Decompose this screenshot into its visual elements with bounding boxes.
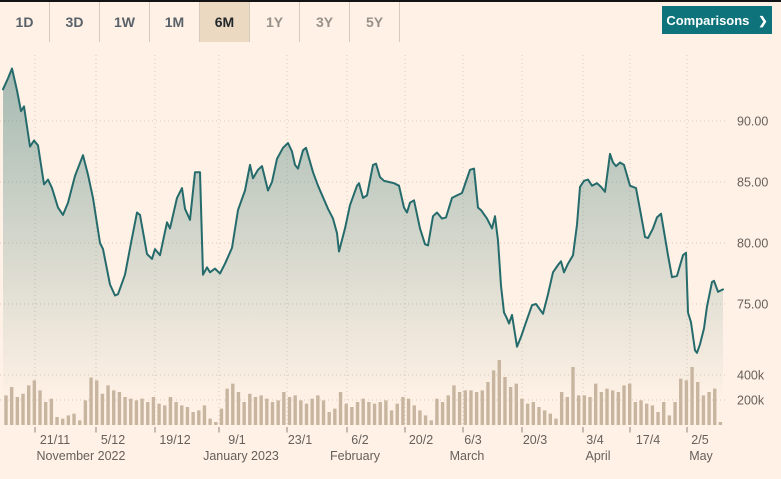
- month-label: March: [450, 449, 485, 463]
- top-border: [0, 0, 781, 2]
- date-tick-label: 5/12: [101, 433, 125, 447]
- month-label: November 2022: [37, 449, 126, 463]
- date-tick-label: 19/12: [159, 433, 190, 447]
- tab-3d[interactable]: 3D: [50, 2, 100, 42]
- month-label: April: [585, 449, 610, 463]
- price-line: [2, 67, 724, 354]
- date-tick-label: 9/1: [228, 433, 245, 447]
- date-tick-label: 23/1: [288, 433, 312, 447]
- comparisons-label: Comparisons: [666, 12, 750, 28]
- date-tick-label: 20/2: [409, 433, 433, 447]
- date-tick-label: 3/4: [586, 433, 603, 447]
- price-axis-label: 75.00: [737, 298, 768, 312]
- date-tick-label: 6/3: [464, 433, 481, 447]
- tab-1y[interactable]: 1Y: [250, 2, 300, 42]
- tab-5y[interactable]: 5Y: [350, 2, 400, 42]
- tab-1d[interactable]: 1D: [0, 2, 50, 42]
- date-tick-label: 6/2: [351, 433, 368, 447]
- price-axis-label: 80.00: [737, 237, 768, 251]
- price-area-fill: [3, 68, 723, 425]
- month-label: February: [330, 449, 381, 463]
- date-tick-label: 21/11: [40, 433, 70, 447]
- axis-labels: 90.00 85.00 80.00 75.00 400k 200k 21/11 5/12 19/…: [34, 115, 768, 463]
- volume-bars: [4, 360, 723, 426]
- tab-1w[interactable]: 1W: [100, 2, 150, 42]
- date-tick-label: 17/4: [636, 433, 660, 447]
- tab-1m[interactable]: 1M: [150, 2, 200, 42]
- volume-axis-label: 400k: [737, 369, 765, 383]
- time-range-tabs: 1D 3D 1W 1M 6M 1Y 3Y 5Y: [0, 2, 400, 42]
- month-label: May: [689, 449, 713, 463]
- tab-3y[interactable]: 3Y: [300, 2, 350, 42]
- month-label: January 2023: [203, 449, 279, 463]
- comparisons-button[interactable]: Comparisons ❯: [662, 6, 772, 34]
- date-tick-label: 20/3: [523, 433, 547, 447]
- price-axis-label: 85.00: [737, 176, 768, 190]
- price-axis-label: 90.00: [737, 115, 768, 129]
- date-tick-label: 2/5: [691, 433, 708, 447]
- volume-axis-label: 200k: [737, 394, 765, 408]
- chevron-right-icon: ❯: [758, 15, 768, 27]
- tab-6m[interactable]: 6M: [200, 2, 250, 42]
